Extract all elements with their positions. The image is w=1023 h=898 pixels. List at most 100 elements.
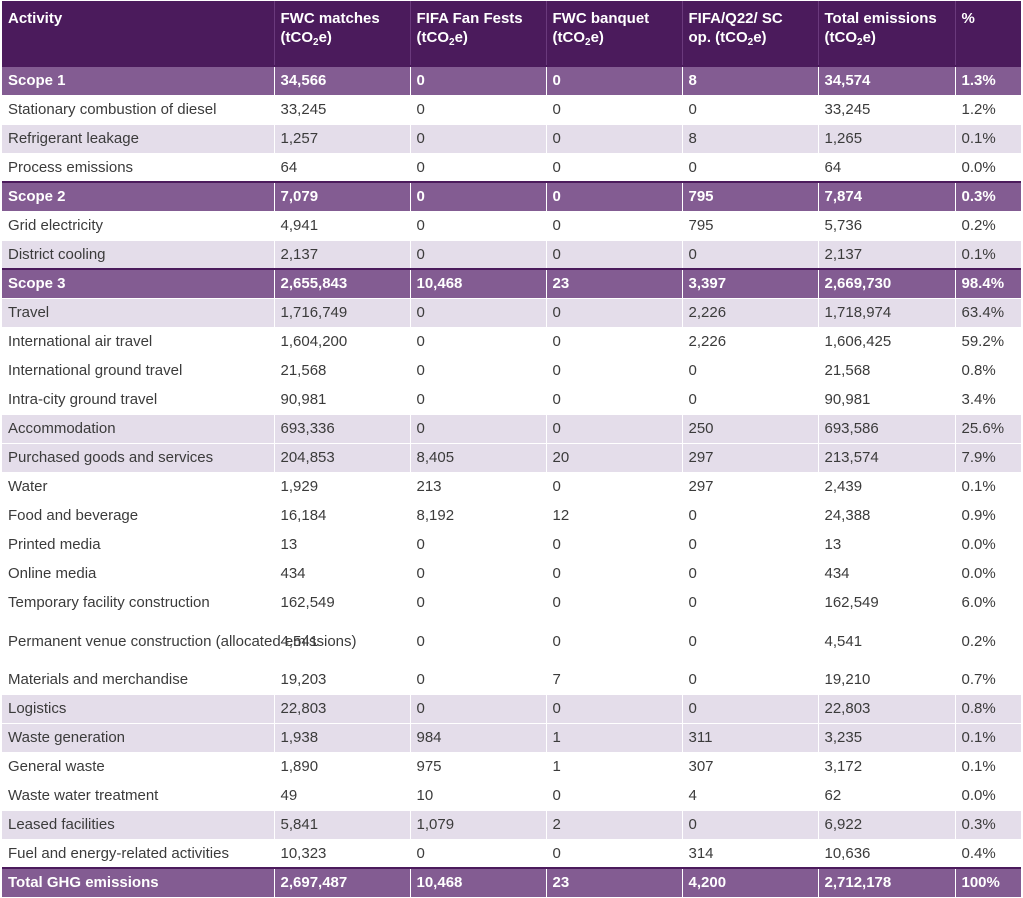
cell-fifa-fan-fests: 10,468 — [410, 268, 547, 299]
scope-subtotal-row: Scope 1 34,566 0 0 8 34,574 1.3% — [2, 65, 1021, 96]
cell-activity: Permanent venue construction (allocated … — [2, 617, 357, 666]
cell-fifa-q22-sc-op: 0 — [682, 617, 819, 666]
column-header-unit-suffix: e) — [454, 29, 468, 46]
table-row: Food and beverage 16,184 8,192 12 0 24,388 0.9… — [2, 501, 1021, 531]
cell-percent: 0.4% — [955, 839, 1021, 869]
cell-fifa-q22-sc-op: 2,226 — [682, 327, 819, 357]
cell-fifa-fan-fests: 8,192 — [410, 501, 547, 531]
cell-total-emissions: 4,541 — [818, 617, 956, 666]
cell-fifa-fan-fests: 0 — [410, 617, 547, 666]
table-row: Online media 434 0 0 0 434 0.0% — [2, 559, 1021, 589]
cell-percent: 0.1% — [955, 723, 1021, 753]
cell-total-emissions: 5,736 — [818, 211, 956, 241]
cell-percent: 0.3% — [955, 810, 1021, 840]
cell-total-emissions: 2,137 — [818, 240, 956, 270]
table-header: Activity FWC matches (tCO2e) FIFA Fan Fests… — [2, 1, 1021, 66]
cell-fifa-fan-fests: 0 — [410, 298, 547, 328]
cell-total-emissions: 3,172 — [818, 752, 956, 782]
table-row: International ground travel 21,568 0 0 0 21,5… — [2, 356, 1021, 386]
column-header-unit: (tCO — [552, 29, 586, 46]
cell-percent: 63.4% — [955, 298, 1021, 328]
cell-total-emissions: 19,210 — [818, 665, 956, 695]
column-header-fwc-banquet: FWC banquet (tCO2e) — [546, 1, 683, 66]
cell-activity: Scope 3 — [2, 268, 275, 299]
column-header-unit: op. (tCO — [688, 29, 748, 46]
cell-fifa-q22-sc-op: 307 — [682, 752, 819, 782]
cell-activity: Waste generation — [2, 723, 275, 753]
cell-activity: Leased facilities — [2, 810, 275, 840]
column-header-unit-suffix: e) — [753, 29, 767, 46]
cell-percent: 0.0% — [955, 530, 1021, 560]
cell-fwc-banquet: 0 — [546, 530, 683, 560]
cell-fwc-matches: 19,203 — [274, 665, 411, 695]
cell-total-emissions: 3,235 — [818, 723, 956, 753]
cell-fwc-matches: 693,336 — [274, 414, 411, 444]
cell-activity: International ground travel — [2, 356, 275, 386]
cell-activity: Water — [2, 472, 275, 502]
cell-fifa-q22-sc-op: 0 — [682, 95, 819, 125]
cell-fifa-q22-sc-op: 795 — [682, 211, 819, 241]
table-body: Scope 1 34,566 0 0 8 34,574 1.3% Stationary com… — [2, 65, 1021, 898]
cell-fwc-matches: 21,568 — [274, 356, 411, 386]
cell-fwc-matches: 2,655,843 — [274, 268, 411, 299]
cell-activity: Waste water treatment — [2, 781, 275, 811]
cell-percent: 0.3% — [955, 181, 1021, 212]
cell-activity: International air travel — [2, 327, 275, 357]
cell-fwc-matches: 4,941 — [274, 211, 411, 241]
cell-activity: Process emissions — [2, 153, 275, 183]
table-row: Waste water treatment 49 10 0 4 62 0.0% — [2, 781, 1021, 811]
table-row: Refrigerant leakage 1,257 0 0 8 1,265 0.1% — [2, 124, 1021, 154]
cell-fwc-matches: 22,803 — [274, 694, 411, 724]
cell-total-emissions: 1,718,974 — [818, 298, 956, 328]
cell-fwc-banquet: 0 — [546, 211, 683, 241]
cell-fwc-banquet: 0 — [546, 414, 683, 444]
scope-subtotal-row: Scope 3 2,655,843 10,468 23 3,397 2,669,730 98… — [2, 268, 1021, 299]
cell-activity: Purchased goods and services — [2, 443, 275, 473]
cell-fifa-q22-sc-op: 0 — [682, 385, 819, 415]
column-header-unit: (tCO — [824, 29, 858, 46]
cell-fwc-banquet: 0 — [546, 559, 683, 589]
cell-percent: 0.2% — [955, 617, 1021, 666]
cell-fwc-matches: 13 — [274, 530, 411, 560]
cell-activity: Printed media — [2, 530, 275, 560]
table-row: International air travel 1,604,200 0 0 2,226… — [2, 327, 1021, 357]
total-row: Total GHG emissions 2,697,487 10,468 23 4,20… — [2, 867, 1021, 898]
cell-fifa-q22-sc-op: 0 — [682, 530, 819, 560]
table-row: Leased facilities 5,841 1,079 2 0 6,922 0.3% — [2, 810, 1021, 840]
cell-fwc-matches: 2,137 — [274, 240, 411, 270]
cell-fwc-banquet: 0 — [546, 472, 683, 502]
cell-total-emissions: 6,922 — [818, 810, 956, 840]
cell-activity: District cooling — [2, 240, 275, 270]
table-row: Permanent venue construction (allocated … — [2, 617, 1021, 666]
cell-fwc-banquet: 1 — [546, 752, 683, 782]
cell-fifa-fan-fests: 0 — [410, 588, 547, 618]
cell-activity: Grid electricity — [2, 211, 275, 241]
cell-total-emissions: 22,803 — [818, 694, 956, 724]
cell-percent: 0.0% — [955, 781, 1021, 811]
cell-activity: Food and beverage — [2, 501, 275, 531]
cell-fifa-q22-sc-op: 297 — [682, 443, 819, 473]
cell-total-emissions: 90,981 — [818, 385, 956, 415]
cell-fwc-matches: 1,604,200 — [274, 327, 411, 357]
cell-fifa-q22-sc-op: 4 — [682, 781, 819, 811]
cell-fwc-banquet: 7 — [546, 665, 683, 695]
cell-fifa-q22-sc-op: 8 — [682, 124, 819, 154]
cell-fwc-matches: 204,853 — [274, 443, 411, 473]
column-header-fifa-fan-fests: FIFA Fan Fests (tCO2e) — [410, 1, 547, 66]
cell-total-emissions: 693,586 — [818, 414, 956, 444]
cell-fwc-matches: 10,323 — [274, 839, 411, 869]
cell-fwc-banquet: 0 — [546, 124, 683, 154]
cell-total-emissions: 213,574 — [818, 443, 956, 473]
cell-fifa-q22-sc-op: 8 — [682, 65, 819, 96]
cell-percent: 1.3% — [955, 65, 1021, 96]
cell-fwc-matches: 49 — [274, 781, 411, 811]
cell-fwc-banquet: 23 — [546, 268, 683, 299]
cell-fifa-q22-sc-op: 0 — [682, 501, 819, 531]
cell-fwc-matches: 2,697,487 — [274, 867, 411, 898]
column-header-percent: % — [955, 1, 1021, 66]
cell-fwc-matches: 1,890 — [274, 752, 411, 782]
cell-fwc-matches: 1,716,749 — [274, 298, 411, 328]
cell-fwc-banquet: 0 — [546, 385, 683, 415]
cell-fifa-fan-fests: 0 — [410, 327, 547, 357]
column-header-label: Total emissions — [824, 10, 937, 27]
